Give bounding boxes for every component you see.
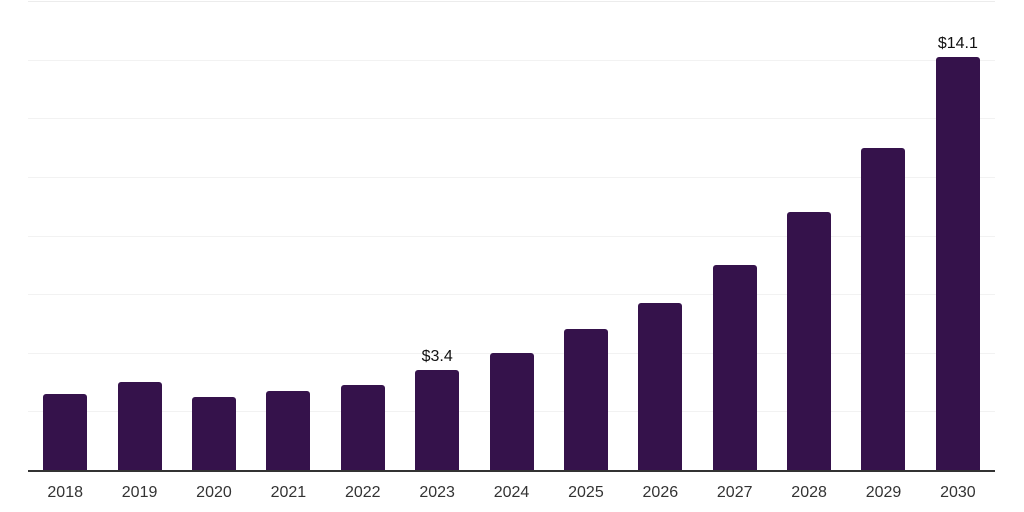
x-axis-labels: 2018 2019 2020 2021 2022 2023 2024 2025 2026 2027… [28, 484, 995, 501]
bars: $3.4 $14.1 [28, 1, 995, 470]
x-axis-label-2028: 2028 [791, 484, 827, 501]
x-axis-label-2020: 2020 [196, 484, 232, 501]
bar-column-2026 [623, 1, 697, 470]
bar-column-2019 [102, 1, 176, 470]
bar-2021[interactable] [266, 390, 311, 470]
gridline [28, 176, 995, 178]
bar-2026[interactable] [638, 302, 683, 470]
x-axis-label-2021: 2021 [270, 484, 307, 501]
x-axis-label-2024: 2024 [493, 484, 530, 501]
gridline [28, 294, 995, 296]
x-axis-label-2029: 2029 [865, 484, 902, 501]
bar-2018[interactable] [43, 393, 88, 470]
bar-2020[interactable] [191, 396, 236, 470]
bar-column-2024 [474, 1, 548, 470]
bar-2023[interactable] [415, 370, 460, 470]
bar-2029[interactable] [861, 147, 906, 470]
x-axis-label-2023: 2023 [419, 484, 455, 501]
bar-2019[interactable] [117, 382, 162, 470]
bar-column-2025 [549, 1, 623, 470]
bar-2030[interactable] [935, 56, 980, 470]
x-axis-label-2018: 2018 [47, 484, 83, 501]
bar-column-2021 [251, 1, 325, 470]
x-axis-label-2022: 2022 [344, 484, 381, 501]
bar-column-2018 [28, 1, 102, 470]
gridline [28, 118, 995, 120]
bar-2028[interactable] [787, 212, 832, 470]
bar-2027[interactable] [712, 264, 757, 470]
bar-column-2022 [326, 1, 400, 470]
bar-column-2029 [846, 1, 920, 470]
x-axis-label-2027: 2027 [716, 484, 753, 501]
plot-area: $3.4 $14.1 [28, 1, 995, 472]
bar-value-label-2023: $3.4 [421, 348, 453, 366]
x-axis-label-2025: 2025 [568, 484, 604, 501]
bar-column-2028 [772, 1, 846, 470]
bar-column-2023: $3.4 [400, 1, 474, 470]
x-axis-label-2019: 2019 [121, 484, 158, 501]
bar-column-2027 [698, 1, 772, 470]
gridline [28, 1, 995, 2]
bar-2025[interactable] [563, 329, 608, 470]
gridline [28, 59, 995, 61]
bar-column-2030: $14.1 [921, 1, 995, 470]
bar-column-2020 [177, 1, 251, 470]
bar-2022[interactable] [340, 385, 385, 470]
x-axis-label-2026: 2026 [642, 484, 679, 501]
bar-2024[interactable] [489, 352, 534, 470]
gridline [28, 235, 995, 237]
bar-value-label-2030: $14.1 [937, 34, 978, 52]
x-axis-label-2030: 2030 [940, 484, 976, 501]
